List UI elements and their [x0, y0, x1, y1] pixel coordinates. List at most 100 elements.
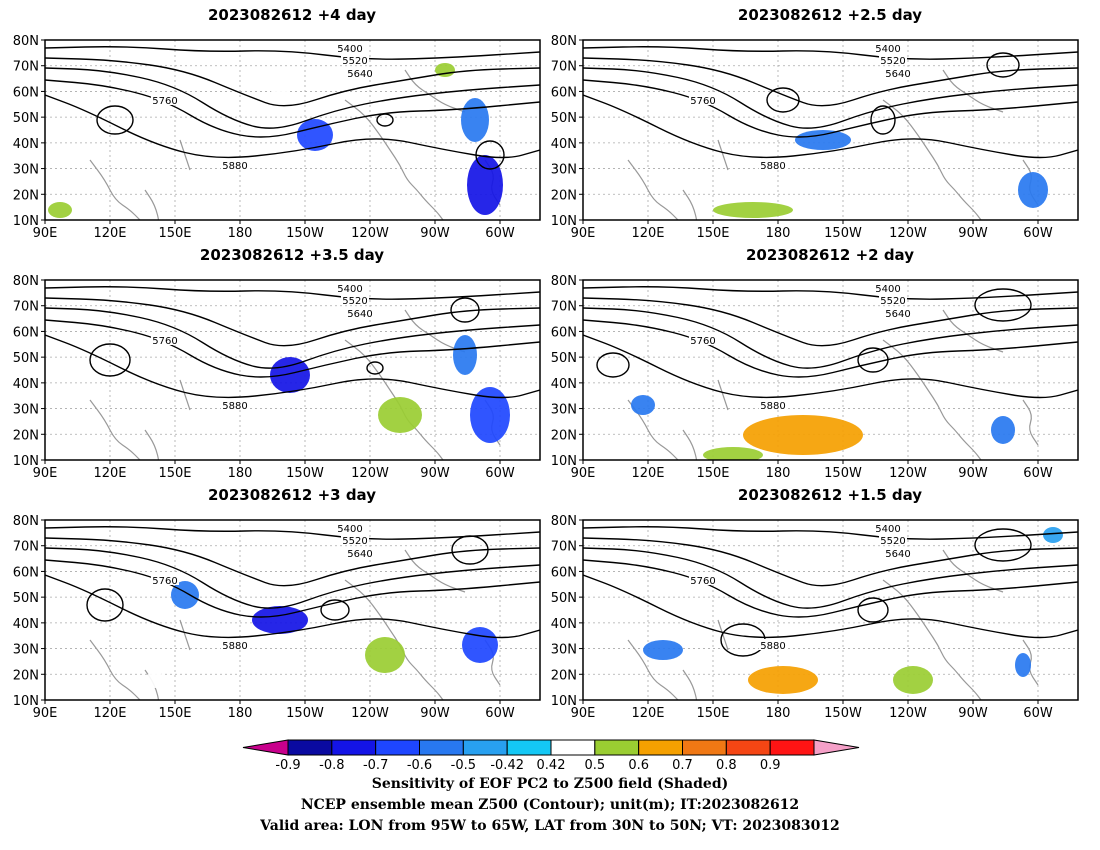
z500-contour [45, 537, 540, 587]
lat-label: 80N [13, 274, 39, 289]
lat-label: 30N [551, 163, 577, 178]
z500-contour [45, 307, 540, 369]
contour-label: 5400 [337, 524, 362, 535]
coastline [1022, 399, 1039, 446]
lat-label: 10N [13, 454, 39, 469]
lon-label: 90W [958, 466, 988, 481]
contour-label-bg [336, 522, 364, 533]
lon-label: 150E [158, 706, 191, 721]
contour-label-bg [689, 94, 717, 105]
colorbar-tick-label: 0.8 [716, 758, 737, 773]
contour-label: 5400 [875, 524, 900, 535]
lon-label: 90E [571, 706, 596, 721]
colorbar-box [375, 739, 420, 756]
colorbar-tick-label: 0.6 [628, 758, 649, 773]
coastline [942, 69, 1004, 113]
sensitivity-shading [453, 335, 477, 375]
contour-label-bg [759, 399, 787, 410]
lat-label: 60N [551, 85, 577, 100]
contour-label-bg [759, 639, 787, 650]
contour-label: 5880 [222, 641, 247, 652]
z500-closed-contour [320, 599, 350, 621]
lat-label: 70N [551, 300, 577, 315]
contour-caption: NCEP ensemble mean Z500 (Contour); unit(… [300, 797, 800, 813]
contour-label: 5760 [690, 576, 715, 587]
colorbar-box [725, 739, 771, 756]
lat-label: 70N [13, 300, 39, 315]
z500-contour [45, 94, 540, 159]
lat-label: 70N [551, 60, 577, 75]
coastline [717, 139, 729, 171]
colorbar-tick-label: -0.7 [363, 758, 388, 773]
contour-label: 5760 [152, 576, 177, 587]
contour-label: 5640 [885, 69, 910, 80]
lat-label: 40N [551, 137, 577, 152]
colorbar-box [638, 739, 684, 756]
contour-label-bg [884, 307, 912, 318]
contour-label-bg [341, 54, 369, 65]
lon-label: 150W [824, 466, 862, 481]
z500-closed-contour [596, 352, 630, 378]
sensitivity-shading [48, 202, 72, 218]
z500-closed-contour [89, 343, 131, 377]
lon-label: 120W [351, 226, 389, 241]
z500-contour [45, 334, 540, 399]
coastline [404, 69, 466, 113]
contour-label: 5400 [337, 44, 362, 55]
valid-area-caption: Valid area: LON from 95W to 65W, LAT fro… [260, 818, 840, 834]
z500-closed-contour [86, 588, 124, 622]
contour-label-bg [346, 547, 374, 558]
colorbar-caption: Sensitivity of EOF PC2 to Z500 field (Sh… [371, 776, 729, 792]
colorbar-tick-label: 0.5 [584, 758, 605, 773]
colorbar-tick-label: 0.9 [760, 758, 781, 773]
colorbar-tick-label: 0.7 [672, 758, 693, 773]
lat-label: 30N [551, 403, 577, 418]
map-frame [582, 519, 1079, 701]
panel-title: 2023082612 +3.5 day [199, 246, 385, 264]
z500-contour [583, 94, 1078, 159]
contour-label: 5400 [875, 44, 900, 55]
coastline [717, 379, 729, 411]
coastline [179, 619, 191, 651]
z500-closed-contour [857, 597, 889, 623]
z500-contour [45, 286, 540, 300]
lon-label: 180 [228, 466, 253, 481]
panel-title: 2023082612 +1.5 day [737, 486, 923, 504]
contour-label-bg [884, 67, 912, 78]
lat-label: 80N [551, 514, 577, 529]
lon-label: 120E [631, 226, 664, 241]
lat-label: 80N [13, 34, 39, 49]
lon-label: 150E [696, 706, 729, 721]
coastline [627, 159, 679, 220]
contour-label-bg [874, 42, 902, 53]
colorbar-tick-label: -0.8 [319, 758, 344, 773]
z500-contour [45, 67, 540, 129]
sensitivity-shading [1015, 653, 1031, 677]
lon-label: 150W [286, 466, 324, 481]
panel-title: 2023082612 +2.5 day [737, 6, 923, 24]
contour-label: 5400 [337, 284, 362, 295]
sensitivity-shading [1018, 172, 1048, 208]
z500-contour [45, 526, 540, 540]
lat-label: 80N [551, 34, 577, 49]
contour-label-bg [879, 54, 907, 65]
colorbar-left-arrow [242, 739, 289, 756]
contour-label: 5520 [342, 536, 367, 547]
map-frame [44, 279, 541, 461]
sensitivity-shading [297, 119, 333, 151]
contour-label-bg [221, 159, 249, 170]
sensitivity-shading [270, 87, 290, 103]
sensitivity-shading [713, 202, 793, 218]
lon-label: 90E [571, 226, 596, 241]
lon-label: 120E [93, 706, 126, 721]
lat-label: 60N [13, 325, 39, 340]
z500-closed-contour [870, 105, 896, 135]
map-background [583, 520, 1078, 700]
lon-label: 120E [631, 706, 664, 721]
lat-label: 40N [13, 617, 39, 632]
contour-label: 5640 [347, 69, 372, 80]
colorbar-box [682, 739, 727, 756]
contour-label-bg [759, 159, 787, 170]
